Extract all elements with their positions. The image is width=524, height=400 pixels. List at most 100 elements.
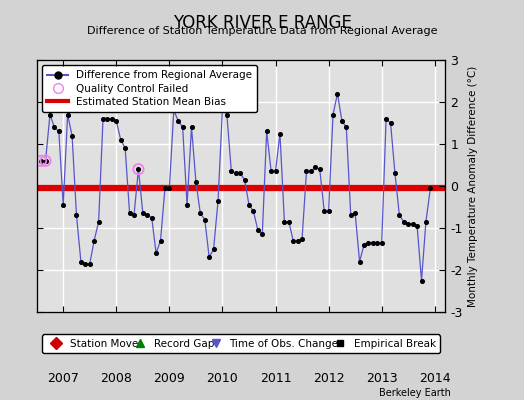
Point bbox=[267, 168, 275, 174]
Text: Difference of Station Temperature Data from Regional Average: Difference of Station Temperature Data f… bbox=[87, 26, 437, 36]
Point bbox=[205, 254, 213, 261]
Point bbox=[121, 145, 129, 151]
Point bbox=[289, 237, 298, 244]
Point bbox=[364, 240, 373, 246]
Point bbox=[285, 218, 293, 225]
Point bbox=[72, 212, 81, 218]
Point bbox=[108, 116, 116, 122]
Point bbox=[342, 124, 351, 130]
Point bbox=[161, 185, 169, 191]
Text: 2008: 2008 bbox=[101, 372, 132, 384]
Point bbox=[369, 240, 377, 246]
Point bbox=[280, 218, 289, 225]
Point bbox=[156, 237, 165, 244]
Point bbox=[68, 132, 77, 139]
Point bbox=[422, 218, 430, 225]
Point bbox=[125, 210, 134, 216]
Point bbox=[41, 158, 50, 164]
Point bbox=[426, 185, 434, 191]
Point bbox=[50, 124, 59, 130]
Point bbox=[134, 166, 143, 172]
Text: 2013: 2013 bbox=[366, 372, 398, 384]
Point bbox=[187, 124, 195, 130]
Legend: Station Move, Record Gap, Time of Obs. Change, Empirical Break: Station Move, Record Gap, Time of Obs. C… bbox=[42, 334, 440, 353]
Point bbox=[112, 118, 121, 124]
Point bbox=[413, 223, 421, 229]
Point bbox=[382, 116, 390, 122]
Point bbox=[214, 198, 222, 204]
Point bbox=[302, 168, 311, 174]
Point bbox=[355, 258, 364, 265]
Text: 2007: 2007 bbox=[47, 372, 79, 384]
Point bbox=[324, 208, 333, 214]
Point bbox=[263, 128, 271, 134]
Point bbox=[179, 124, 187, 130]
Point bbox=[241, 176, 249, 183]
Point bbox=[249, 208, 258, 214]
Point bbox=[258, 231, 267, 238]
Point bbox=[360, 242, 368, 248]
Point bbox=[219, 105, 227, 112]
Point bbox=[417, 277, 425, 284]
Point bbox=[373, 240, 381, 246]
Point bbox=[311, 164, 320, 170]
Point bbox=[103, 116, 112, 122]
Text: 2009: 2009 bbox=[154, 372, 185, 384]
Point bbox=[351, 210, 359, 216]
Point bbox=[271, 168, 280, 174]
Point bbox=[307, 168, 315, 174]
Point bbox=[386, 120, 395, 126]
Point bbox=[377, 240, 386, 246]
Point bbox=[196, 210, 204, 216]
Point bbox=[77, 258, 85, 265]
Point bbox=[333, 90, 342, 97]
Point bbox=[54, 128, 63, 134]
Point bbox=[165, 185, 173, 191]
Point bbox=[170, 107, 178, 114]
Y-axis label: Monthly Temperature Anomaly Difference (°C): Monthly Temperature Anomaly Difference (… bbox=[468, 65, 478, 307]
Point bbox=[337, 118, 346, 124]
Point bbox=[408, 221, 417, 227]
Point bbox=[183, 202, 191, 208]
Point bbox=[298, 235, 306, 242]
Point bbox=[85, 260, 94, 267]
Point bbox=[99, 116, 107, 122]
Point bbox=[404, 221, 412, 227]
Point bbox=[329, 112, 337, 118]
Point bbox=[134, 166, 143, 172]
Point bbox=[320, 208, 329, 214]
Point bbox=[41, 158, 50, 164]
Point bbox=[59, 202, 68, 208]
Text: 2011: 2011 bbox=[260, 372, 291, 384]
Point bbox=[37, 158, 45, 164]
Point bbox=[276, 130, 284, 137]
Point bbox=[90, 237, 99, 244]
Point bbox=[245, 202, 253, 208]
Point bbox=[227, 168, 235, 174]
Point bbox=[210, 246, 218, 252]
Point bbox=[116, 137, 125, 143]
Point bbox=[236, 170, 244, 177]
Point bbox=[192, 178, 200, 185]
Point bbox=[148, 214, 156, 221]
Text: 2012: 2012 bbox=[313, 372, 344, 384]
Point bbox=[46, 112, 54, 118]
Point bbox=[201, 216, 209, 223]
Point bbox=[63, 112, 72, 118]
Point bbox=[223, 112, 231, 118]
Point bbox=[293, 237, 302, 244]
Point bbox=[37, 158, 45, 164]
Point bbox=[346, 212, 355, 218]
Point bbox=[395, 212, 403, 218]
Point bbox=[400, 218, 408, 225]
Legend: Difference from Regional Average, Quality Control Failed, Estimated Station Mean: Difference from Regional Average, Qualit… bbox=[42, 65, 257, 112]
Point bbox=[315, 166, 324, 172]
Point bbox=[254, 227, 262, 233]
Point bbox=[232, 170, 240, 177]
Point bbox=[174, 118, 182, 124]
Point bbox=[130, 212, 138, 218]
Point bbox=[152, 250, 160, 256]
Point bbox=[139, 210, 147, 216]
Point bbox=[81, 260, 90, 267]
Text: YORK RIVER E RANGE: YORK RIVER E RANGE bbox=[172, 14, 352, 32]
